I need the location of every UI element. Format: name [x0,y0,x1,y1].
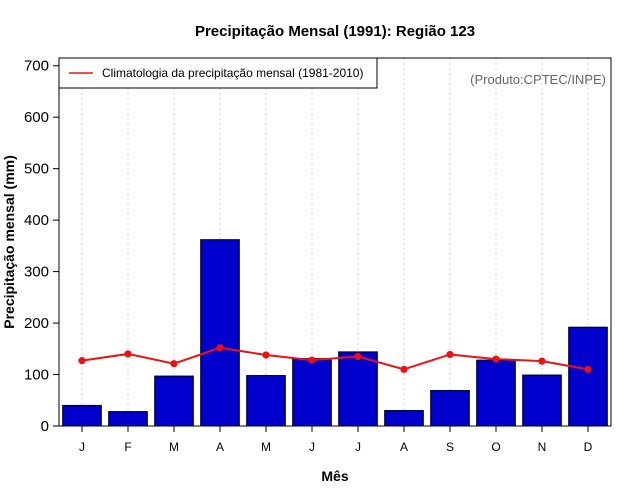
y-tick-label: 100 [24,367,49,384]
climatology-point [354,352,362,361]
climatology-point [400,365,408,373]
chart-title: Precipitação Mensal (1991): Região 123 [195,23,475,40]
y-tick-label: 300 [24,264,49,281]
bar [292,358,332,427]
climatology-point [538,357,546,365]
plot-frame [58,57,612,427]
y-axis-title: Precipitação mensal (mm) [1,155,17,329]
y-tick-label: 200 [24,315,49,332]
x-tick-label: M [169,440,179,454]
y-tick-label: 400 [24,212,49,229]
bar-series [62,239,608,427]
bar [154,375,194,427]
x-tick-label: J [355,440,361,454]
climatology-point [78,357,86,365]
x-axis-title: Mês [321,468,348,484]
bar [246,375,286,427]
y-tick-label: 600 [24,109,49,126]
x-tick-label: D [584,440,593,454]
climatology-point [446,350,454,359]
y-tick-label: 0 [41,418,49,435]
credit-annotation: (Produto:CPTEC/INPE) [470,72,606,87]
bar [62,404,102,427]
climatology-line [81,346,589,371]
climatology-point [262,351,270,359]
x-tick-label: A [400,440,408,454]
x-tick-label: J [309,440,315,454]
y-tick-label: 500 [24,161,49,178]
x-tick-label: O [491,440,500,454]
x-tick-label: J [79,440,85,454]
bar [476,359,516,427]
x-tick-label: S [446,440,454,454]
climatology-point [170,360,178,368]
climatology-line-series [78,344,592,373]
bar [200,239,240,427]
bar [108,411,148,427]
bar [384,410,424,427]
climatology-point [216,344,224,352]
legend-box [58,57,378,89]
x-tick-label: A [216,440,224,454]
climatology-point [124,350,132,358]
bar [568,326,608,427]
x-tick-label: N [538,440,547,454]
climatology-point [584,365,592,373]
bar [522,374,562,427]
climatology-point [492,355,500,363]
y-tick-label: 700 [24,58,49,75]
bar [430,389,470,427]
x-tick-label: M [261,440,271,454]
y-axis: 0 100 200 300 400 500 600 700 [24,58,59,435]
x-tick-label: F [124,440,131,454]
bar [338,351,378,427]
legend-entry-climatology: Climatologia da precipitação mensal (198… [102,66,363,80]
climatology-point [308,356,316,364]
legend: Climatologia da precipitação mensal (198… [58,57,378,89]
